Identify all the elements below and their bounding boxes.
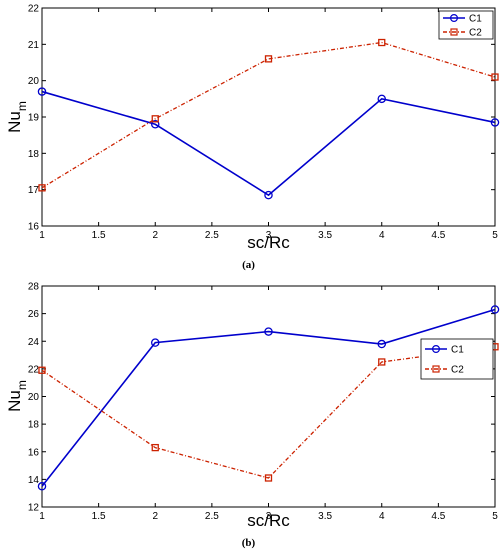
y-tick-label: 12 [28,503,40,514]
y-tick-label: 17 [28,185,40,196]
series-c1-point [150,120,160,129]
y-tick-label: 18 [28,420,40,431]
chart-a: 1 1.5 2 2.5 3 3.5 4 4.5 516171819202122C1C2sc/Rc… [5,4,500,271]
series-c2-point [491,73,499,81]
y-tick-label: 22 [28,4,40,15]
x-tick-label: 3 [266,230,272,241]
x-tick-label: 3 [266,511,272,522]
x-tick-label: 3.5 [318,511,332,522]
series-c1-point [37,87,47,96]
x-tick-label: 4 [379,511,385,522]
x-tick-label: 4 [379,230,385,241]
series-c2-point [151,115,159,123]
plot-area [41,285,496,508]
x-tick-label: 5 [492,511,498,522]
y-tick-label: 21 [28,40,40,51]
series-c2-point [378,358,386,366]
y-tick-label: 16 [28,222,40,233]
y-tick-label: 14 [28,475,40,486]
series-c2-point [264,55,273,63]
y-tick-label: 18 [28,149,40,160]
x-tick-label: 3.5 [318,230,332,241]
y-axis-label: Num [5,101,29,133]
legend-box [438,10,494,40]
legend-swatch-marker [450,14,459,23]
x-tick-label: 5 [492,230,498,241]
series-c2-point [264,474,273,482]
series-c1-point [490,305,500,314]
plot-area [41,7,496,227]
x-tick-label: 4.5 [431,511,445,522]
legend-swatch-marker [432,345,441,354]
series-c1-line [41,90,496,197]
series-c1-point [264,190,273,200]
series-c1-line [41,308,496,487]
legend-label: C2 [451,365,464,376]
legend: C1 C2 [420,338,494,380]
legend-label: C1 [451,345,464,356]
series-c2-point [378,38,386,47]
x-tick-label: 2.5 [205,511,219,522]
x-tick-label: 2 [152,511,158,522]
y-tick-label: 20 [28,392,40,403]
series-c2-line [41,346,496,479]
panel-caption: (b) [242,537,256,549]
x-tick-label: 1 [39,511,45,522]
legend-label: C1 [469,14,482,25]
legend-label: C2 [469,28,482,39]
y-tick-label: 24 [28,337,40,348]
y-tick-label: 20 [28,76,40,87]
series-c2-point [151,443,159,452]
x-tick-label: 1 [39,230,45,241]
series-c2-point [38,366,46,374]
y-tick-label: 19 [28,113,40,124]
y-tick-label: 16 [28,447,40,458]
series-c2-line [41,41,496,189]
legend-swatch-marker [432,365,440,373]
legend-swatch-marker [450,28,458,36]
panel-caption: (a) [242,259,255,271]
x-axis-label: sc/Rc [247,511,290,530]
y-tick-label: 22 [28,364,40,375]
y-axis-label: Num [5,380,29,412]
series-c1-point [150,338,160,347]
series-c1-point [377,94,386,104]
series-c1-point [264,327,273,336]
x-tick-label: 2.5 [205,230,219,241]
y-tick-label: 28 [28,282,40,293]
x-tick-label: 1.5 [92,511,106,522]
series-c1-point [490,118,500,127]
x-axis-label: sc/Rc [247,233,290,252]
x-tick-label: 2 [152,230,158,241]
x-tick-label: 4.5 [431,230,445,241]
chart-b: 1 1.5 2 2.5 3 3.5 4 4.5 5 12 14 16 18 20 22 24 26 28 C1 C2 s… [5,282,500,549]
y-tick-label: 26 [28,309,40,320]
x-tick-label: 1.5 [92,230,106,241]
series-c1-point [377,339,386,349]
series-c1-point [37,482,47,491]
series-c2-point [38,184,46,192]
